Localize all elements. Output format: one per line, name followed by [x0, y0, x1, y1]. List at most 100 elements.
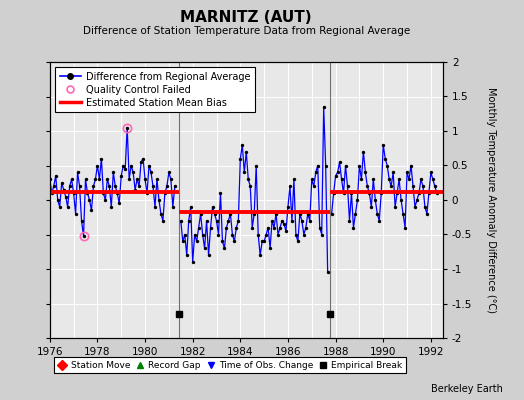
Point: [395, 176, 403, 182]
Point: [371, 197, 379, 203]
Point: [232, 224, 241, 231]
Point: [357, 176, 366, 182]
Point: [431, 183, 439, 189]
Point: [417, 176, 425, 182]
Point: [121, 166, 129, 172]
Point: [407, 162, 415, 169]
Point: [91, 176, 100, 182]
Point: [161, 190, 169, 196]
Point: [413, 197, 421, 203]
Point: [333, 169, 342, 176]
Point: [409, 183, 417, 189]
Point: [282, 228, 290, 234]
Point: [151, 204, 159, 210]
Point: [302, 224, 310, 231]
Point: [127, 162, 135, 169]
Point: [405, 176, 413, 182]
Point: [310, 183, 318, 189]
Point: [83, 190, 92, 196]
Point: [246, 183, 255, 189]
Point: [266, 245, 274, 252]
Point: [303, 210, 312, 217]
Point: [425, 190, 433, 196]
Text: Difference of Station Temperature Data from Regional Average: Difference of Station Temperature Data f…: [83, 26, 410, 36]
Point: [212, 218, 221, 224]
Point: [99, 190, 107, 196]
Point: [216, 190, 225, 196]
Point: [226, 210, 235, 217]
Point: [397, 197, 405, 203]
Point: [137, 159, 145, 165]
Point: [97, 155, 106, 162]
Point: [135, 183, 143, 189]
Point: [270, 224, 278, 231]
Point: [377, 190, 386, 196]
Point: [264, 224, 272, 231]
Point: [258, 238, 266, 244]
Point: [230, 238, 238, 244]
Point: [385, 176, 394, 182]
Point: [429, 176, 437, 182]
Point: [85, 197, 94, 203]
Point: [73, 169, 82, 176]
Point: [58, 180, 66, 186]
Point: [117, 173, 125, 179]
Point: [224, 218, 233, 224]
Point: [320, 104, 328, 110]
Point: [187, 204, 195, 210]
Point: [53, 197, 62, 203]
Point: [268, 218, 276, 224]
Point: [159, 218, 167, 224]
Point: [179, 238, 187, 244]
Point: [78, 218, 86, 224]
Point: [71, 210, 80, 217]
Point: [125, 176, 134, 182]
Point: [421, 204, 429, 210]
Legend: Difference from Regional Average, Quality Control Failed, Estimated Station Mean: Difference from Regional Average, Qualit…: [54, 67, 255, 112]
Point: [298, 218, 306, 224]
Point: [361, 169, 369, 176]
Point: [147, 169, 155, 176]
Point: [389, 169, 397, 176]
Point: [202, 218, 211, 224]
Point: [194, 224, 203, 231]
Point: [331, 173, 340, 179]
Point: [167, 176, 175, 182]
Point: [363, 183, 372, 189]
Point: [51, 173, 60, 179]
Point: [145, 162, 153, 169]
Point: [196, 210, 205, 217]
Point: [300, 231, 308, 238]
Point: [337, 176, 346, 182]
Point: [69, 190, 78, 196]
Point: [222, 224, 231, 231]
Point: [254, 231, 263, 238]
Point: [411, 204, 419, 210]
Point: [236, 155, 245, 162]
Point: [365, 190, 374, 196]
Point: [387, 183, 396, 189]
Point: [322, 162, 330, 169]
Point: [192, 238, 201, 244]
Point: [315, 224, 324, 231]
Point: [141, 176, 149, 182]
Point: [318, 231, 326, 238]
Point: [68, 176, 76, 182]
Point: [113, 190, 122, 196]
Point: [284, 204, 292, 210]
Point: [234, 218, 243, 224]
Point: [244, 176, 253, 182]
Point: [46, 176, 54, 182]
Point: [79, 233, 88, 239]
Point: [248, 224, 256, 231]
Point: [347, 190, 356, 196]
Point: [131, 186, 139, 193]
Point: [286, 183, 294, 189]
Point: [89, 183, 97, 189]
Point: [219, 238, 227, 244]
Point: [290, 176, 298, 182]
Point: [56, 204, 64, 210]
Point: [262, 231, 270, 238]
Point: [88, 207, 96, 214]
Point: [369, 176, 377, 182]
